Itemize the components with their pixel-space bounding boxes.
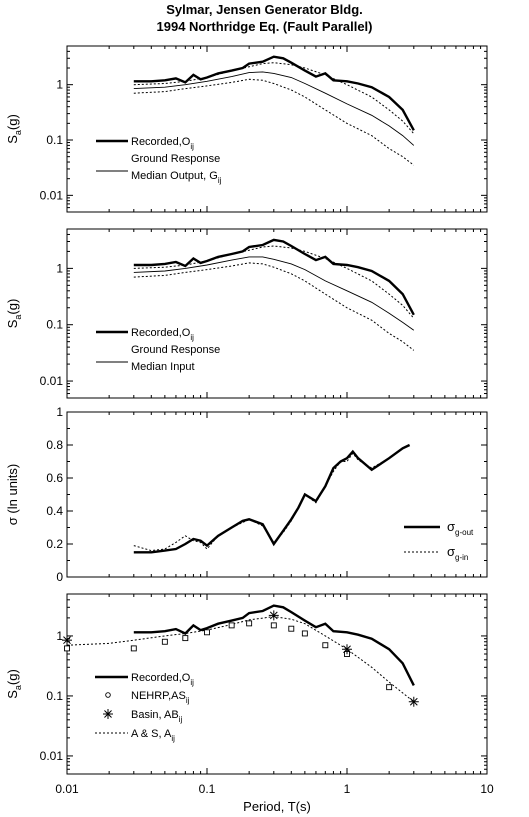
panel4-xtick-label: 0.1 [199, 782, 216, 796]
panel4-marker-square [386, 684, 393, 691]
panel1-frame [66, 45, 488, 213]
panel4-marker-square [64, 645, 70, 652]
panel4-marker-square [161, 638, 168, 645]
panel4-legend-label-2: NEHRP,ASij [131, 690, 190, 705]
panel4-frame [66, 593, 488, 775]
panel2-series-1 [133, 238, 415, 316]
panel3-ytick-label: 0.8 [46, 438, 63, 452]
panel3-ytick-label: 0.2 [46, 537, 63, 551]
panel4-marker-square [270, 622, 277, 629]
figure-title-line1: Sylmar, Jensen Generator Bldg. [166, 2, 363, 17]
panel4-marker-square [204, 629, 210, 636]
panel1-ytick-label: 0.1 [46, 133, 63, 147]
panel4-marker-square [301, 630, 308, 637]
panel3-ytick-label: 0.6 [46, 471, 63, 485]
panel2-ytick-label: 0.01 [40, 374, 64, 388]
panel3-legend-label-1: σg-out [447, 519, 474, 537]
panel2-ytick-label: 0.1 [46, 318, 63, 332]
panel4-marker-star-stroke [343, 645, 351, 654]
panel2-legend-label-2b: Median Input [131, 361, 195, 373]
panel4-marker-star [408, 696, 419, 707]
panel2-ylabel: Sa(g) [5, 299, 23, 329]
panel4-marker-square [228, 622, 235, 629]
panel2-ytick-label: 1 [56, 261, 63, 275]
panel2-legend-label-2a: Ground Response [131, 344, 220, 356]
panel2-series-2 [133, 256, 415, 331]
panel4-legend-label-3: Basin, ABij [131, 709, 182, 724]
panel4-marker-square [288, 625, 295, 632]
panel4-legend-marker-3 [103, 709, 113, 719]
panel1-legend-label-1: Recorded,Oij [131, 136, 194, 151]
panel4-legend-marker-2 [105, 692, 111, 698]
panel4-marker-star [268, 610, 279, 621]
panel4-xtick-label: 0.01 [55, 782, 79, 796]
panel4-legend-label-4: A & S, Aij [131, 728, 175, 743]
panel4-marker-square [322, 642, 329, 649]
panel2-series-3 [133, 245, 415, 319]
panel4-ytick-label: 0.1 [46, 689, 63, 703]
panel2-legend-label-1: Recorded,Oij [131, 327, 194, 342]
panel4-ylabel: Sa(g) [5, 669, 23, 699]
panel3-legend-label-2: σg-in [447, 544, 468, 562]
panel4-xtick-label: 10 [480, 782, 494, 796]
panel4-ytick-label: 1 [56, 629, 63, 643]
panel1-series-2 [133, 71, 415, 146]
panel4-marker-star-stroke [269, 611, 278, 620]
panel4-marker-square [182, 635, 189, 642]
panel3-series-1 [133, 443, 411, 554]
panel1-legend-label-2b: Median Output, Gij [131, 170, 222, 185]
panel4-legend-label-1: Recorded,Oij [131, 672, 194, 687]
panel4-marker-star-stroke [409, 697, 418, 706]
panel1-legend-label-2a: Ground Response [131, 153, 220, 165]
panel4-marker-star [62, 635, 72, 646]
panel4-ytick-label: 0.01 [40, 749, 64, 763]
panel1-ylabel: Sa(g) [5, 114, 23, 144]
panel4-series-2 [67, 616, 415, 703]
panel1-series-3 [133, 62, 415, 135]
panel3-ytick-label: 0.4 [46, 504, 63, 518]
panel3-series-2 [133, 444, 410, 552]
panel4-series-1 [133, 604, 415, 686]
panel3-ylabel: σ (ln units) [5, 464, 20, 525]
panel4-marker-star [342, 644, 352, 655]
panel2-frame [66, 228, 488, 399]
panel4-marker-square [246, 620, 253, 627]
panel4-xtick-label: 1 [344, 782, 351, 796]
panel3-ytick-label: 1 [56, 405, 63, 419]
panel1-ytick-label: 0.01 [40, 188, 64, 202]
panel1-series-1 [133, 55, 415, 131]
panel4-marker-square [130, 645, 137, 652]
panel4-xlabel: Period, T(s) [243, 799, 311, 814]
panel2-series-4 [133, 262, 415, 351]
panel3-ytick-label: 0 [56, 570, 63, 584]
panel1-ytick-label: 1 [56, 78, 63, 92]
figure-title-line2: 1994 Northridge Eq. (Fault Parallel) [156, 19, 373, 34]
panel4-legend-marker-3-stroke [104, 710, 112, 718]
panel4-marker-star-stroke [63, 636, 71, 645]
